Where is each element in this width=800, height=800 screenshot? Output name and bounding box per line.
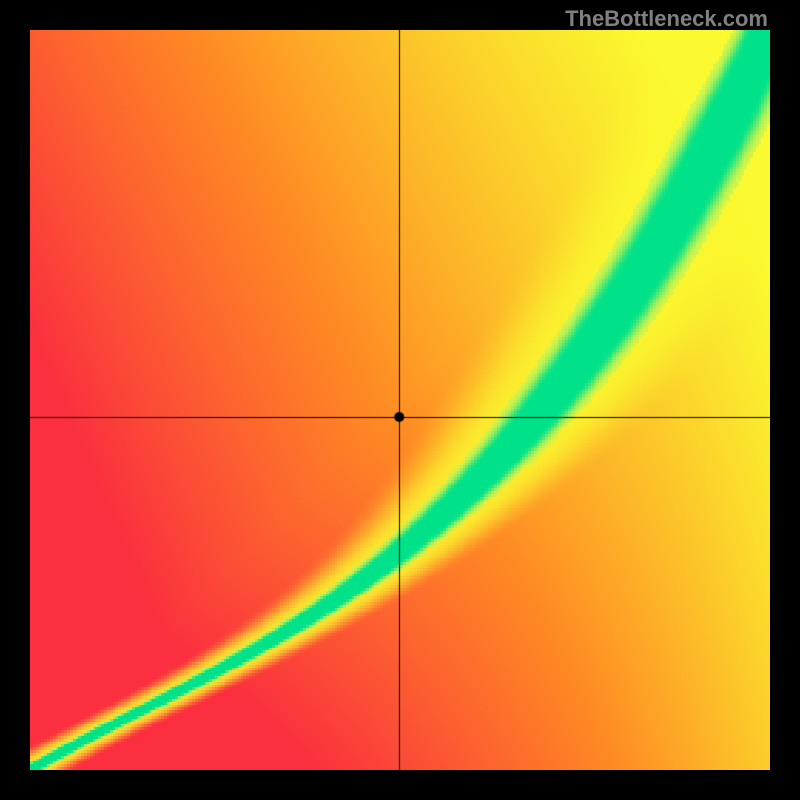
chart-container: TheBottleneck.com bbox=[0, 0, 800, 800]
watermark-text: TheBottleneck.com bbox=[565, 6, 768, 32]
heatmap-canvas bbox=[30, 30, 770, 770]
